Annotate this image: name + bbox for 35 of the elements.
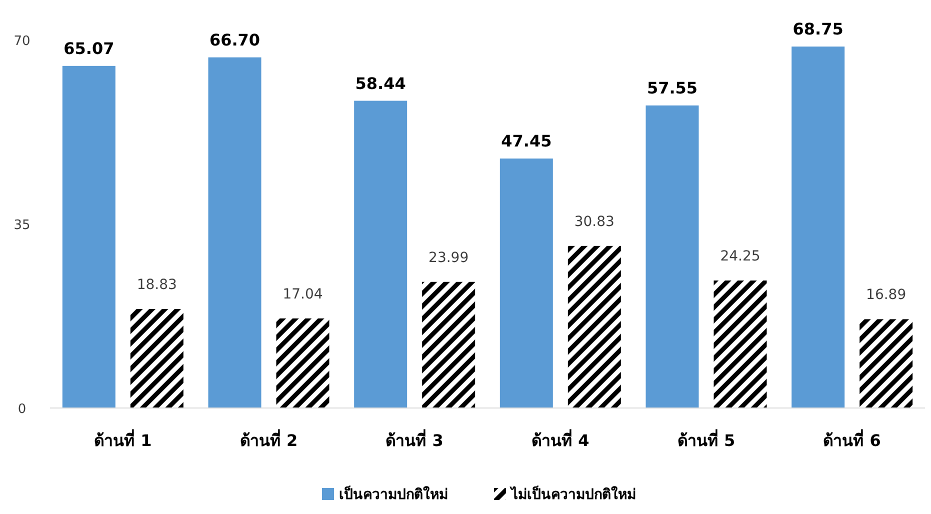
y-tick-label: 35 bbox=[14, 218, 30, 233]
x-tick-label: ด้านที่ 1 bbox=[94, 429, 152, 450]
y-tick-label: 70 bbox=[14, 34, 30, 49]
x-tick-label: ด้านที่ 2 bbox=[240, 429, 298, 450]
bar bbox=[568, 246, 621, 408]
bar bbox=[354, 100, 408, 408]
data-label: 58.44 bbox=[355, 74, 406, 93]
bar bbox=[714, 280, 767, 408]
bar bbox=[646, 105, 699, 408]
data-label: 23.99 bbox=[428, 250, 469, 266]
data-label: 18.83 bbox=[136, 277, 177, 294]
bar bbox=[422, 282, 476, 408]
x-tick-label: ด้านที่ 3 bbox=[386, 429, 444, 450]
data-label: 68.75 bbox=[792, 20, 844, 39]
bar bbox=[860, 319, 913, 408]
data-label: 65.07 bbox=[64, 38, 114, 58]
data-label: 47.45 bbox=[501, 132, 552, 151]
data-label: 66.70 bbox=[209, 30, 260, 50]
bar bbox=[130, 309, 184, 408]
bar bbox=[792, 46, 845, 408]
data-label: 24.25 bbox=[720, 248, 760, 265]
bar bbox=[500, 158, 553, 408]
bar bbox=[62, 66, 116, 408]
legend-label: ไม่เป็นความปกติใหม่ bbox=[509, 485, 636, 503]
x-tick-label: ด้านที่ 4 bbox=[532, 429, 590, 450]
data-label: 17.04 bbox=[282, 286, 323, 302]
bar bbox=[208, 57, 262, 408]
data-label: 57.55 bbox=[646, 78, 698, 98]
bar bbox=[276, 318, 330, 408]
data-label: 16.89 bbox=[866, 287, 906, 304]
x-tick-label: ด้านที่ 6 bbox=[823, 429, 881, 450]
legend-label: เป็นความปกติใหม่ bbox=[339, 485, 448, 503]
data-label: 30.83 bbox=[574, 214, 614, 230]
x-tick-label: ด้านที่ 5 bbox=[677, 429, 736, 450]
y-tick-label: 0 bbox=[18, 402, 26, 417]
